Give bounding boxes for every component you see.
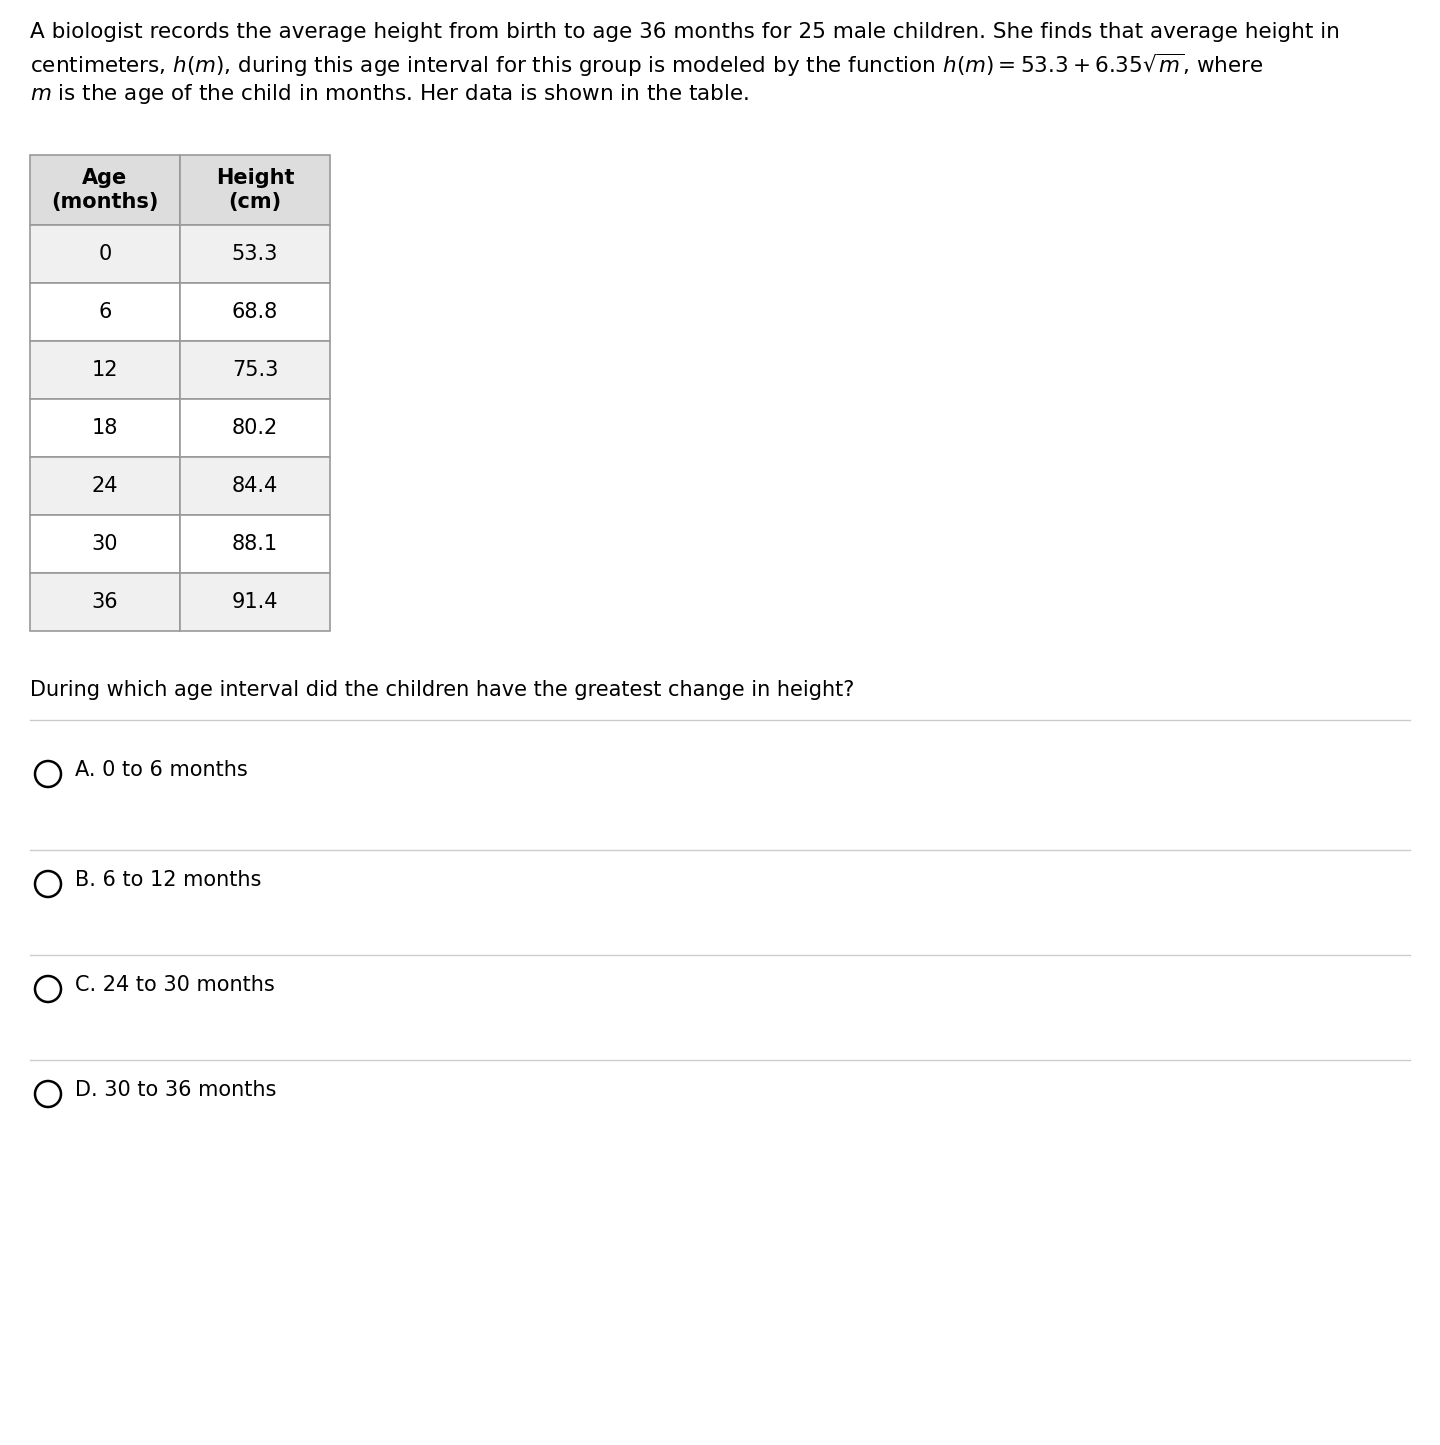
Bar (180, 574, 330, 631)
Bar (30, 574, 180, 631)
Text: 53.3: 53.3 (232, 244, 278, 264)
Bar (180, 283, 330, 341)
Text: 24: 24 (92, 475, 118, 496)
Bar (30, 225, 180, 283)
Bar (180, 514, 330, 574)
Text: A biologist records the average height from birth to age 36 months for 25 male c: A biologist records the average height f… (30, 22, 1339, 42)
Bar (30, 399, 180, 457)
Text: 36: 36 (92, 592, 118, 613)
Bar (180, 399, 330, 457)
Text: 18: 18 (92, 418, 118, 438)
Bar (180, 225, 330, 283)
Text: $m$ is the age of the child in months. Her data is shown in the table.: $m$ is the age of the child in months. H… (30, 82, 749, 105)
Bar (180, 155, 330, 225)
Text: D. 30 to 36 months: D. 30 to 36 months (75, 1079, 276, 1100)
Text: 75.3: 75.3 (232, 360, 278, 380)
Bar (30, 514, 180, 574)
Text: 30: 30 (92, 535, 118, 553)
Text: C. 24 to 30 months: C. 24 to 30 months (75, 975, 275, 996)
Text: 80.2: 80.2 (232, 418, 278, 438)
Bar (180, 341, 330, 399)
Bar (30, 155, 180, 225)
Text: 12: 12 (92, 360, 118, 380)
Text: 0: 0 (98, 244, 112, 264)
Bar (180, 457, 330, 514)
Bar (30, 457, 180, 514)
Text: A. 0 to 6 months: A. 0 to 6 months (75, 760, 248, 780)
Text: 6: 6 (98, 302, 112, 322)
Text: 68.8: 68.8 (232, 302, 278, 322)
Text: Age
(months): Age (months) (52, 168, 158, 212)
Text: During which age interval did the children have the greatest change in height?: During which age interval did the childr… (30, 681, 854, 699)
Bar (30, 283, 180, 341)
Text: 91.4: 91.4 (232, 592, 278, 613)
Text: Height
(cm): Height (cm) (216, 168, 294, 212)
Text: 88.1: 88.1 (232, 535, 278, 553)
Text: centimeters, $h(m)$, during this age interval for this group is modeled by the f: centimeters, $h(m)$, during this age int… (30, 52, 1263, 79)
Bar (30, 341, 180, 399)
Text: 84.4: 84.4 (232, 475, 278, 496)
Text: B. 6 to 12 months: B. 6 to 12 months (75, 870, 262, 890)
